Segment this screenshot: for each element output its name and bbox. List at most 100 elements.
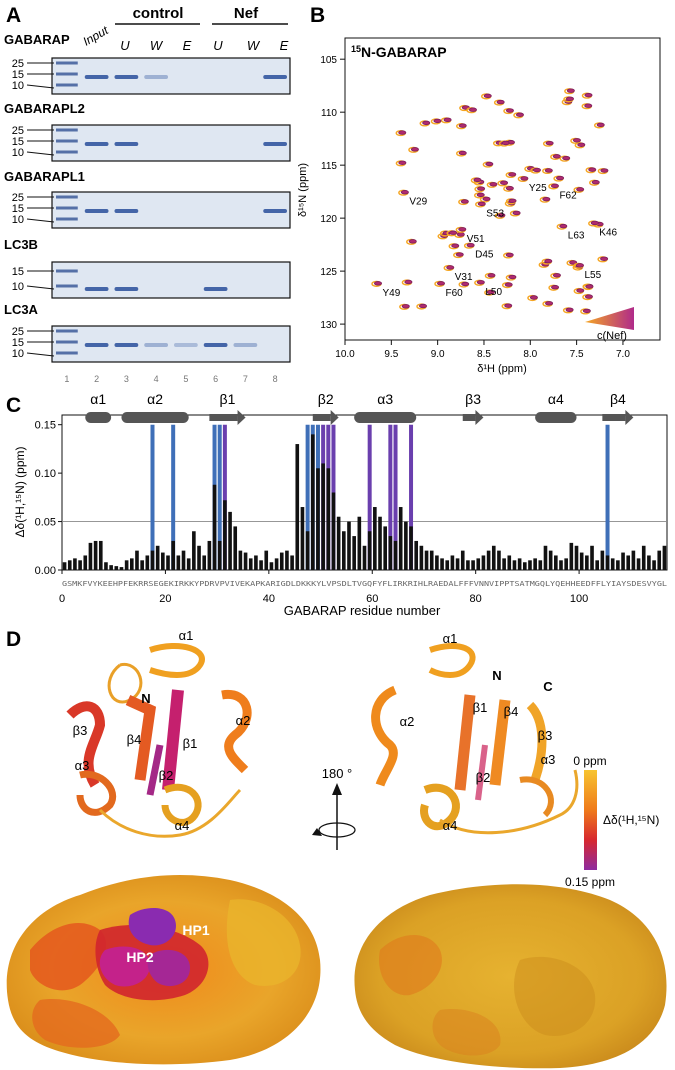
shift-bar — [621, 552, 625, 570]
shift-bar — [145, 555, 150, 570]
right-beta1-strand — [454, 694, 476, 791]
mw-marker-label: 10 — [12, 281, 24, 293]
hsqc-peak-label: V29 — [409, 197, 427, 208]
shift-bar — [398, 507, 403, 570]
shift-bar — [326, 468, 331, 570]
nef-concentration-label: c(Nef) — [597, 330, 627, 342]
shift-bar — [186, 558, 191, 570]
hsqc-peak-high — [551, 285, 560, 290]
protein-band — [114, 343, 139, 347]
gel-protein-name: GABARAPL1 — [4, 169, 85, 184]
shift-bar — [264, 550, 269, 570]
right-alpha2-helix — [371, 685, 398, 787]
ladder-band — [56, 150, 78, 154]
hsqc-y-tick-label: 110 — [321, 108, 337, 119]
hsqc-peak-high — [408, 239, 417, 244]
hsqc-labelled-peak-high — [446, 265, 455, 270]
shift-bar — [114, 566, 119, 570]
left-surface-lower-patch — [32, 999, 120, 1048]
hsqc-peak-label: D45 — [475, 250, 494, 261]
mw-marker-tick — [26, 352, 55, 357]
right-beta4-strand — [489, 699, 511, 786]
shift-x-tick-label: 100 — [570, 593, 588, 605]
mw-marker-label: 10 — [12, 80, 24, 92]
gel-panels: GABARAP251510GABARAPL2251510GABARAPL1251… — [4, 32, 291, 363]
shift-bar — [559, 560, 563, 570]
lane-column-label: E — [183, 38, 192, 53]
shift-bar — [414, 540, 419, 570]
left-cartoon-label: β4 — [127, 732, 142, 747]
shift-bar — [78, 560, 82, 570]
protein-band — [114, 209, 139, 213]
right-cartoon-labels: α1 N Cα2 β1 β4 β3 α3 β2 α4 — [400, 631, 556, 833]
protein-band — [263, 142, 287, 146]
hsqc-peak-high — [419, 303, 428, 309]
protein-band — [203, 287, 228, 291]
lane-column-label: W — [247, 38, 261, 53]
shift-bar — [579, 552, 584, 570]
hsqc-peak-high — [489, 182, 498, 187]
hsqc-peak-high — [505, 186, 514, 191]
ladder-band — [56, 329, 78, 333]
protein-band — [114, 287, 139, 291]
lane-number: 3 — [124, 374, 129, 384]
protein-band — [84, 75, 109, 79]
shift-bar — [83, 555, 88, 570]
shift-bar — [129, 558, 134, 570]
ss-helix — [121, 412, 189, 423]
right-cartoon-label: α2 — [400, 714, 415, 729]
hsqc-x-tick-label: 8.5 — [477, 349, 491, 360]
shift-bar — [574, 545, 579, 570]
left-cartoon — [66, 642, 252, 838]
ladder-band — [56, 340, 78, 344]
panel-c-letter: C — [6, 394, 21, 417]
ss-element-label: α2 — [147, 391, 163, 407]
shift-bar — [269, 562, 274, 570]
hsqc-y-tick-label: 105 — [320, 55, 337, 66]
nef-concentration-gradient — [585, 307, 634, 330]
rotation-circle-arrow — [318, 822, 356, 838]
lane-column-label: W — [150, 38, 164, 53]
shift-bar — [404, 521, 408, 570]
shift-bar — [161, 552, 165, 570]
hsqc-peak-high — [600, 256, 609, 261]
shift-bar — [212, 484, 217, 570]
left-beta1-strand — [162, 689, 184, 791]
hsqc-peak-high — [562, 155, 571, 161]
hsqc-peak-high — [529, 295, 538, 300]
hsqc-peak-high — [449, 230, 458, 235]
hsqc-peak-label: L55 — [584, 270, 601, 281]
hsqc-peak-high — [577, 142, 586, 147]
hsqc-peak-high — [572, 138, 581, 143]
hsqc-title: 15N-GABARAP — [351, 44, 447, 60]
hsqc-labelled-peak-high — [458, 227, 467, 232]
shift-bar — [631, 550, 636, 570]
shift-bar — [166, 555, 170, 570]
shift-bar — [388, 536, 393, 570]
ss-element-label: α1 — [90, 391, 106, 407]
protein-band — [233, 343, 258, 347]
hsqc-peak-high — [477, 186, 486, 191]
hsqc-peak-high — [552, 273, 561, 278]
shift-bar — [497, 550, 501, 570]
hsqc-y-tick-label: 120 — [320, 214, 337, 225]
right-cartoon-label: N — [492, 668, 501, 683]
shift-bar — [135, 550, 139, 570]
hsqc-peak-high — [483, 93, 492, 99]
right-cartoon-label: β1 — [473, 700, 488, 715]
left-surface-yellow-patch — [226, 899, 301, 986]
protein-band — [174, 343, 198, 347]
hsqc-labelled-peak-high — [436, 281, 445, 286]
hsqc-x-tick-label: 9.0 — [431, 349, 445, 360]
ss-strand — [209, 414, 238, 421]
panel-c: C α1 α2 β1 β2 α3 β3 α4 β4 0.00 0.05 0.10 0.15 GSMK… — [6, 391, 668, 618]
secondary-structure-track: α1 α2 β1 β2 α3 β3 α4 β4 — [85, 391, 634, 425]
shift-bar — [62, 562, 67, 570]
shift-bar — [217, 540, 222, 570]
hsqc-peak-high — [443, 117, 452, 123]
hsqc-peak-label: K46 — [599, 227, 617, 238]
shift-bar — [507, 555, 512, 570]
hsqc-labelled-peak-high — [559, 223, 568, 229]
left-surface-violet-patch — [147, 949, 190, 987]
